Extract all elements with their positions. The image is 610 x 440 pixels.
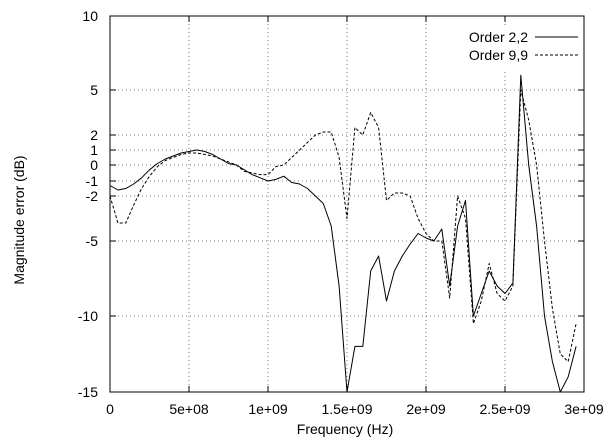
y-axis-title: Magnitude error (dB) [11,155,27,284]
x-tick-labels: 0 5e+08 1e+09 1.5e+09 2e+09 2.5e+09 3e+09 [106,401,604,417]
x-tick-label: 2.5e+09 [480,401,531,417]
grid-lines [110,16,584,392]
legend-box [430,28,582,70]
y-tick-label: -10 [78,308,98,324]
series-line-order-2-2 [109,74,577,393]
tick-marks [109,15,585,393]
x-tick-label: 2e+09 [406,401,446,417]
legend: Order 2,2 Order 9,9 [430,28,582,70]
x-axis-title: Frequency (Hz) [297,421,393,437]
y-tick-label: -15 [78,384,98,400]
y-tick-label: 1 [90,142,98,158]
y-tick-label: 5 [90,82,98,98]
x-tick-label: 1e+09 [248,401,288,417]
legend-label-order-2-2: Order 2,2 [469,29,528,45]
x-tick-label: 1.5e+09 [322,401,373,417]
y-tick-label: -1 [86,173,99,189]
y-tick-label: 0 [90,157,98,173]
x-tick-label: 5e+08 [169,401,209,417]
y-tick-label: -5 [86,233,99,249]
series-line-order-9-9 [109,89,577,363]
x-tick-label: 3e+09 [564,401,604,417]
y-tick-label: -2 [86,188,99,204]
series-lines [109,74,577,393]
x-tick-label: 0 [106,401,114,417]
y-tick-label: 2 [90,127,98,143]
legend-label-order-9-9: Order 9,9 [469,47,528,63]
y-tick-label: 10 [82,8,98,24]
